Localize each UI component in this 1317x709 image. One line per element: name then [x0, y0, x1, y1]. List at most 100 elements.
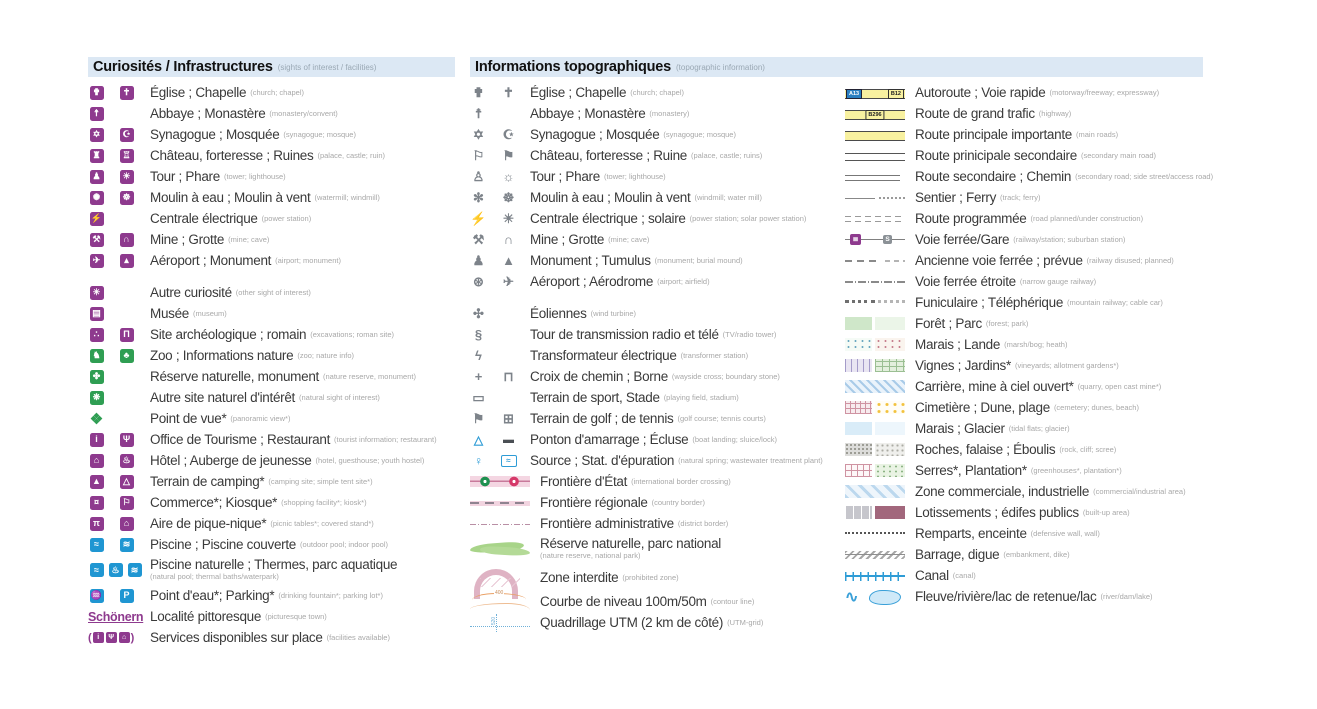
sluice-icon: ▬ [503, 433, 514, 446]
legend-label: Tour de transmission radio et télé [530, 327, 719, 342]
watermill-icon: ✺ [89, 190, 104, 205]
picnic-icon: π [89, 516, 104, 531]
legend-label: Éoliennes [530, 306, 587, 321]
legend-row: ❖ Point de vue* (panoramic view*) [88, 408, 463, 429]
legend-label: Piscine ; Piscine couverte [150, 537, 297, 552]
prohibited-zone-symbol [470, 564, 530, 599]
camping-icon: ▲ [89, 474, 104, 489]
parking-icon: P [119, 588, 134, 603]
legend-sublabel-en: (playing field, stadium) [663, 393, 739, 402]
legend-sublabel-en: (facilities available) [326, 633, 390, 642]
legend-sublabel-en: (museum) [193, 309, 227, 318]
legend-label: Piscine naturelle ; Thermes, parc aquati… [150, 557, 398, 573]
topo-title: Informations topographiques [475, 59, 671, 75]
secondary-road-symbol [845, 168, 905, 186]
legend-sublabel-en: (nature reserve, monument) [323, 372, 416, 381]
legend-sublabel-en: (forest; park) [985, 319, 1029, 328]
natural-pool-icon: ≈ [89, 563, 104, 577]
legend-label: Centrale électrique ; solaire [530, 211, 686, 226]
legend-sublabel-en: (highway) [1038, 109, 1072, 118]
row-icons: ≈ ♨ ≋ [88, 562, 150, 579]
row-icons: ⚡ [88, 210, 150, 227]
indoor-pool-icon: ≋ [119, 537, 134, 552]
row-icons: ☨ [470, 105, 530, 122]
legend-sublabel-en: (picturesque town) [265, 612, 327, 621]
legend-label: Hôtel ; Auberge de jeunesse [150, 453, 312, 468]
waterpark-icon: ≋ [127, 563, 142, 577]
topo-header: Informations topographiques (topographic… [470, 57, 1203, 77]
motorway-symbol: A13 B12 [845, 84, 905, 102]
legend-sublabel-en: (watermill; windmill) [314, 193, 380, 202]
church-map-icon: ✟ [473, 84, 484, 100]
row-icons: ☨ [88, 105, 150, 122]
castle-icon: ♜ [89, 148, 104, 163]
legend-label: Monument ; Tumulus [530, 253, 651, 268]
natural-sight-icon: ❋ [89, 390, 104, 405]
legend-sublabel-en: (mine; cave) [228, 235, 270, 244]
tennis-icon: ⊞ [503, 410, 514, 426]
pool-icon: ≈ [89, 537, 104, 552]
legend-label: Autoroute ; Voie rapide [915, 85, 1046, 100]
legend-sublabel-en: (palace, castle; ruin) [317, 151, 385, 160]
legend-label: Route principale importante [915, 127, 1072, 142]
sports-field-icon: ▭ [472, 389, 485, 405]
services-icons-group: (i Ψ ⌂) [88, 631, 135, 644]
abbey-map-icon: ☨ [474, 105, 483, 121]
row-icons: ⌂ ♨ [88, 452, 150, 469]
legend-label: Canal [915, 568, 949, 583]
legend-sublabel-en: (monument; burial mound) [654, 256, 743, 265]
legend-sublabel-en: (shopping facility*; kiosk*) [281, 498, 367, 507]
legend-sublabel-en: (synagogue; mosque) [283, 130, 356, 139]
ruins-icon: ♖ [119, 148, 134, 163]
legend-row: Lotissements ; édifes publics (built-up a… [845, 502, 1215, 523]
legend-row: ✳ Autre curiosité (other sight of interest… [88, 282, 463, 303]
legend-row: Route secondaire ; Chemin (secondary road… [845, 166, 1215, 187]
legend-row: Ancienne voie ferrée ; prévue (railway di… [845, 250, 1215, 271]
legend-row: ☨ Abbaye ; Monastère (monastery) [470, 103, 850, 124]
topo-column-1: ✟ ✝ Église ; Chapelle (church; chapel) ☨ Abba… [470, 82, 850, 633]
tumulus-icon: ▲ [502, 253, 515, 268]
legend-sublabel-en: (monastery) [649, 109, 690, 118]
legend-sublabel-en: (quarry, open cast mine*) [1077, 382, 1162, 391]
legend-row: ⌂ ♨ Hôtel ; Auberge de jeunesse (hotel, gue… [88, 450, 463, 471]
legend-row: A13 B12 Autoroute ; Voie rapide (motorway/f… [845, 82, 1215, 103]
legend-sublabel-en: (canal) [952, 571, 976, 580]
row-icons: ⚒ ∩ [470, 231, 530, 248]
viewpoint-icon: ❖ [89, 410, 104, 428]
legend-row: Vignes ; Jardins* (vineyards; allotment g… [845, 355, 1215, 376]
legend-label: Frontière administrative [540, 516, 674, 531]
funicular-cablecar-symbol [845, 294, 905, 312]
synagogue-map-icon: ✡ [473, 126, 484, 142]
hotel-icon: ⌂ [89, 453, 104, 468]
legend-label: Synagogue ; Mosquée [150, 127, 280, 142]
legend-label: Aire de pique-nique* [150, 516, 267, 531]
legend-sublabel-en: (TV/radio tower) [722, 330, 777, 339]
legend-label: Route de grand trafic [915, 106, 1035, 121]
legend-row: 520 Quadrillage UTM (2 km de côté) (UTM-gr… [470, 612, 850, 633]
legend-label: Cimetière ; Dune, plage [915, 400, 1050, 415]
legend-sublabel-en: (natural pool; thermal baths/waterpark) [150, 572, 279, 582]
kiosk-icon: ⚐ [119, 495, 134, 510]
legend-sublabel-en: (tidal flats; glacier) [1008, 424, 1070, 433]
regional-border-symbol [470, 494, 530, 512]
legend-label: Ancienne voie ferrée ; prévue [915, 253, 1083, 268]
legend-row: ⚐ ⚑ Château, forteresse ; Ruine (palace, ca… [470, 145, 850, 166]
row-icons: ✡ ☪ [88, 126, 150, 143]
legend-label: Terrain de sport, Stade [530, 390, 660, 405]
mosque-map-icon: ☪ [502, 126, 515, 142]
row-icons: ▤ [88, 305, 150, 322]
row-icons: ✺ ☸ [88, 189, 150, 206]
quarry-swatch [845, 378, 905, 396]
tidalflats-glacier-swatch [845, 420, 905, 438]
legend-row: ☨ Abbaye ; Monastère (monastery/convent) [88, 103, 463, 124]
legend-label: Mine ; Grotte [530, 232, 605, 247]
road-number-badge: S [883, 235, 892, 244]
legend-sublabel-en: (zoo; nature info) [297, 351, 355, 360]
legend-row: Remparts, enceinte (defensive wall, wall) [845, 523, 1215, 544]
legend-row: Réserve naturelle, parc national (nature … [470, 534, 850, 564]
legend-label: Quadrillage UTM (2 km de côté) [540, 615, 724, 630]
museum-icon: ▤ [89, 306, 104, 321]
track-ferry-symbol [845, 189, 905, 207]
legend-label: Zone commerciale, industrielle [915, 484, 1090, 499]
legend-row: ✟ ✝ Église ; Chapelle (church; chapel) [88, 82, 463, 103]
